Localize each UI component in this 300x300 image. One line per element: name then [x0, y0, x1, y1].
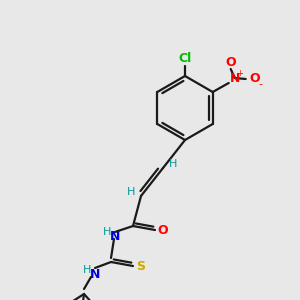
- Text: +: +: [236, 68, 243, 77]
- Text: S: S: [136, 260, 146, 272]
- Text: Cl: Cl: [178, 52, 192, 64]
- Text: H: H: [127, 187, 135, 197]
- Text: O: O: [249, 73, 260, 85]
- Text: N: N: [230, 71, 240, 85]
- Text: H: H: [169, 159, 177, 169]
- Text: H: H: [83, 265, 91, 275]
- Text: N: N: [110, 230, 120, 244]
- Text: O: O: [158, 224, 168, 236]
- Text: N: N: [90, 268, 100, 281]
- Text: O: O: [225, 56, 236, 68]
- Text: -: -: [259, 79, 263, 89]
- Text: H: H: [103, 227, 111, 237]
